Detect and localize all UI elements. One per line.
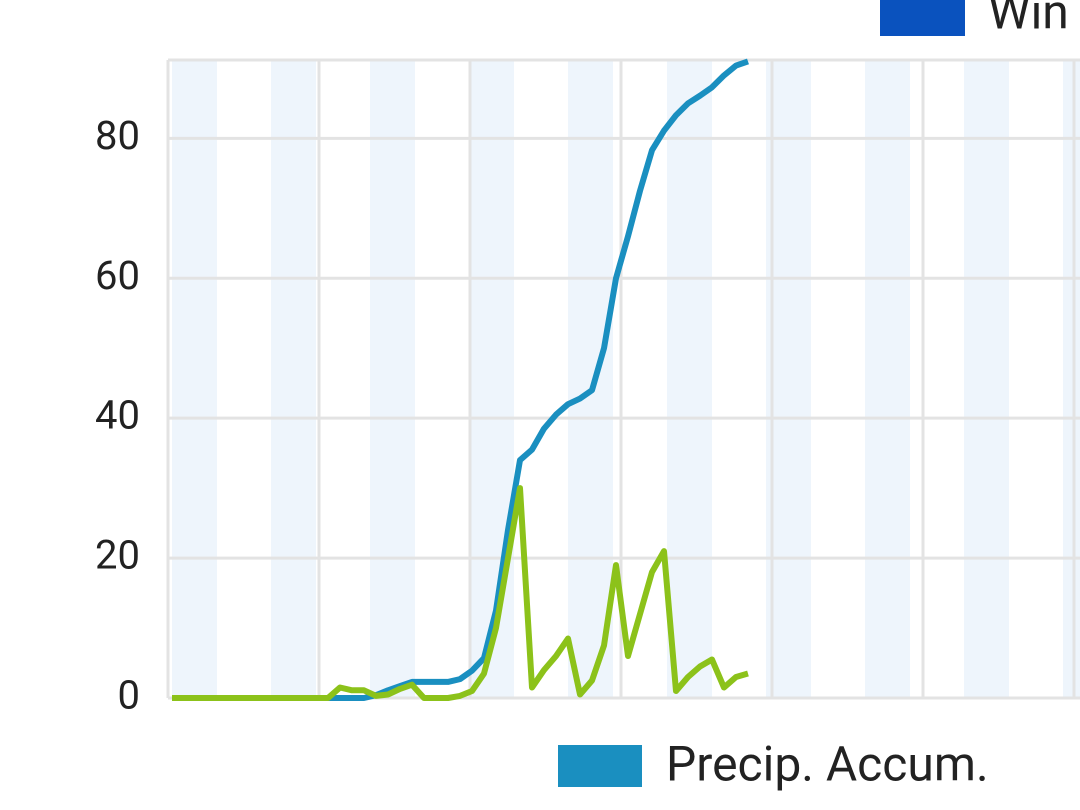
legend-swatch — [558, 745, 642, 787]
band — [865, 60, 910, 698]
legend-swatch — [880, 0, 965, 36]
series-line — [172, 485, 749, 701]
series-line — [172, 58, 749, 701]
band — [271, 60, 316, 698]
y-tick-label: 80 — [95, 112, 140, 159]
band — [469, 60, 514, 698]
band — [964, 60, 1009, 698]
legend-label: Win — [988, 0, 1069, 41]
y-tick-label: 0 — [118, 672, 140, 719]
y-tick-label: 60 — [95, 252, 140, 299]
y-tick-label: 20 — [95, 532, 140, 579]
legend-label: Precip. Accum. — [666, 736, 989, 793]
band — [370, 60, 415, 698]
band — [568, 60, 613, 698]
band — [667, 60, 712, 698]
band — [1063, 60, 1080, 698]
band — [172, 60, 217, 698]
y-tick-label: 40 — [95, 392, 140, 439]
